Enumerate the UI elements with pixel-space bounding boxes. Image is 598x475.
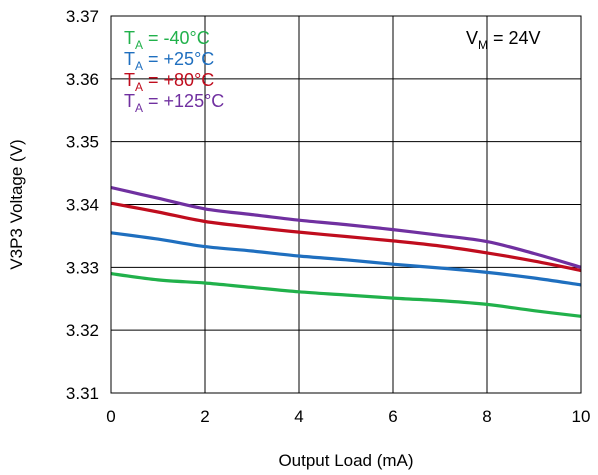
series-lines [110, 185, 582, 318]
y-tick-label: 3.31 [66, 384, 99, 403]
annotation-rest: = 24V [488, 28, 541, 48]
y-tick-label: 3.34 [66, 196, 99, 215]
x-tick-label: 10 [572, 407, 591, 426]
series-line-3 [110, 185, 582, 269]
x-tick-label: 6 [388, 407, 397, 426]
legend-entry-1: TA = +25°C [124, 49, 214, 73]
y-tick-label: 3.33 [66, 258, 99, 277]
supply-voltage-annotation: VM = 24V [466, 28, 541, 52]
legend: TA = -40°CTA = +25°CTA = +80°CTA = +125°… [124, 28, 224, 115]
annotation-sub: M [478, 38, 488, 52]
x-tick-label: 8 [482, 407, 491, 426]
y-axis-title: V3P3 Voltage (V) [7, 139, 26, 269]
series-line-0 [110, 272, 582, 318]
series-line-1 [110, 231, 582, 287]
y-tick-label: 3.35 [66, 133, 99, 152]
x-axis-title: Output Load (mA) [278, 451, 413, 470]
y-tick-label: 3.32 [66, 321, 99, 340]
series-line-2 [110, 201, 582, 273]
y-tick-label: 3.37 [66, 7, 99, 26]
x-axis-ticks: 0 2 4 6 8 10 [106, 407, 590, 426]
y-axis-ticks: 3.37 3.36 3.35 3.34 3.33 3.32 3.31 [66, 7, 99, 403]
x-tick-label: 4 [294, 407, 303, 426]
annotation-main: V [466, 28, 478, 48]
legend-entry-0: TA = -40°C [124, 28, 210, 52]
y-tick-label: 3.36 [66, 70, 99, 89]
legend-entry-2: TA = +80°C [124, 70, 214, 94]
legend-entry-3: TA = +125°C [124, 91, 224, 115]
plot-frame [110, 15, 582, 394]
x-tick-label: 2 [200, 407, 209, 426]
x-tick-label: 0 [106, 407, 115, 426]
